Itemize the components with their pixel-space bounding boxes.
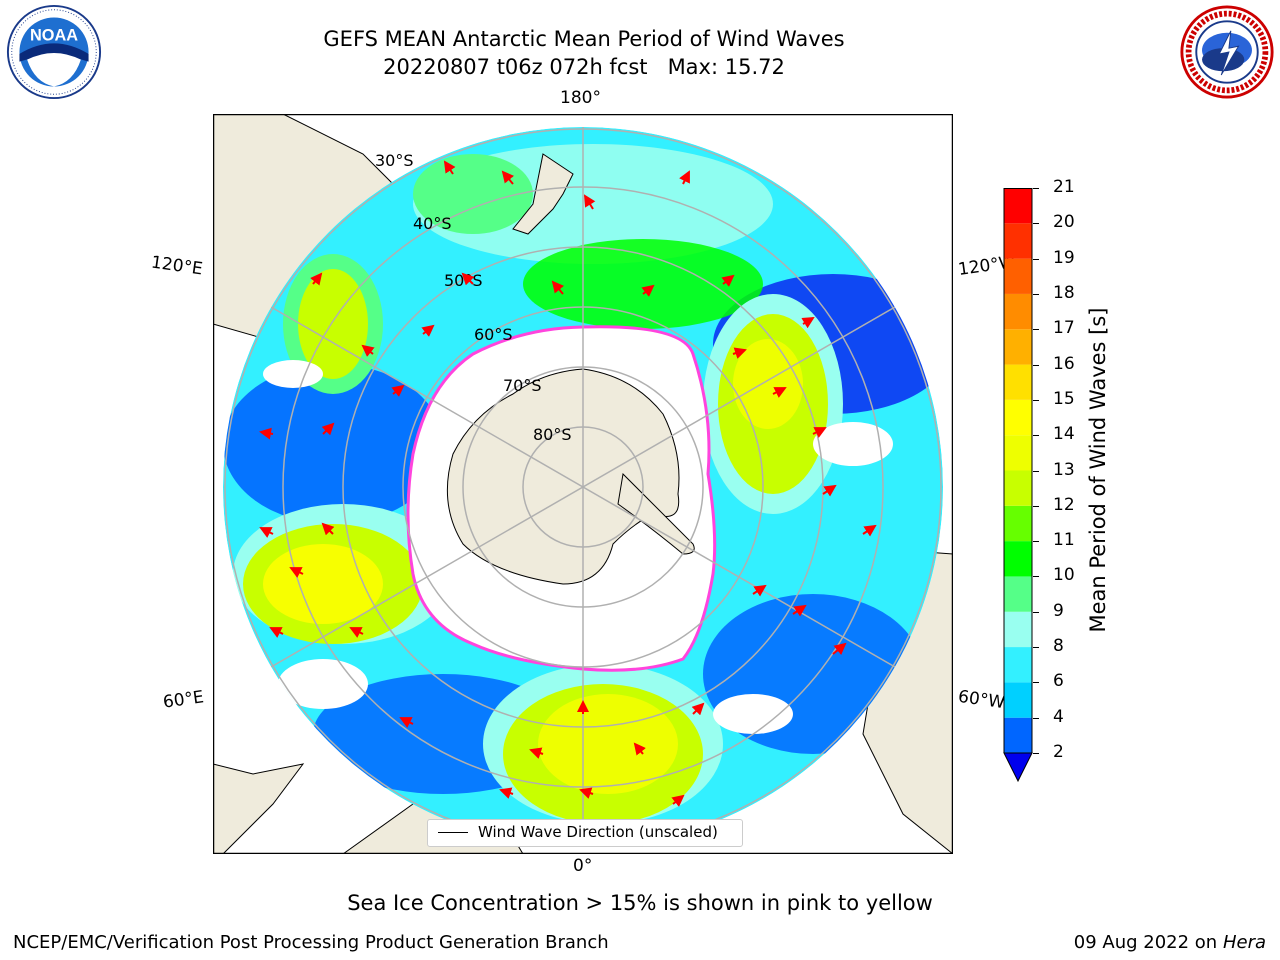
colorbar-tick-mark — [1033, 258, 1039, 260]
colorbar-tick-mark — [1033, 576, 1039, 578]
colorbar-segment — [1004, 505, 1032, 542]
footer-host: Hera — [1222, 932, 1266, 953]
antarctic-peninsula-land — [617, 472, 695, 555]
colorbar-segment — [1004, 399, 1032, 436]
noaa-logo-text: NOAA — [30, 26, 78, 44]
noaa-logo: NOAA — [6, 4, 102, 100]
footer-credit: NCEP/EMC/Verification Post Processing Pr… — [13, 932, 609, 953]
colorbar-tick-label: 10 — [1053, 565, 1075, 586]
footer-date: 09 Aug 2022 on Hera — [1074, 932, 1266, 953]
colorbar-segment — [1004, 717, 1032, 753]
colorbar-segment — [1004, 470, 1032, 506]
colorbar-tick-label: 12 — [1053, 494, 1075, 515]
colorbar-segment — [1004, 329, 1032, 365]
colorbar-tick-mark — [1033, 470, 1039, 472]
africa-land — [213, 763, 305, 854]
colorbar-tick-label: 8 — [1053, 636, 1064, 657]
colorbar-border — [1003, 188, 1033, 753]
lon-label-120e: 120°E — [149, 252, 204, 280]
lat-label-80s: 80°S — [533, 425, 572, 444]
chart-subtitle: 20220807 t06z 072h fcst Max: 15.72 — [383, 55, 785, 79]
colorbar-segment — [1004, 364, 1032, 400]
colorbar-tick-mark — [1033, 399, 1039, 401]
lat-label-30s: 30°S — [375, 151, 414, 170]
lon-label-60e: 60°E — [161, 687, 206, 713]
colorbar-tick-mark — [1033, 682, 1039, 684]
colorbar-tick-mark — [1033, 293, 1039, 295]
colorbar-tick-label: 6 — [1053, 671, 1064, 692]
colorbar-tick-mark — [1033, 364, 1039, 366]
lat-label-70s: 70°S — [503, 376, 542, 395]
colorbar-tick-label: 17 — [1053, 318, 1075, 339]
map-legend: Wind Wave Direction (unscaled) — [427, 819, 743, 847]
colorbar-tick-label: 14 — [1053, 424, 1075, 445]
colorbar-tick-mark — [1033, 647, 1039, 649]
colorbar-tick-label: 19 — [1053, 247, 1075, 268]
colorbar-tick-label: 20 — [1053, 212, 1075, 233]
colorbar-segment — [1004, 188, 1032, 224]
chart-title: GEFS MEAN Antarctic Mean Period of Wind … — [323, 27, 845, 51]
colorbar-segment — [1004, 258, 1032, 294]
map-panel: 30°S 40°S 50°S 60°S 70°S 80°S — [213, 114, 953, 854]
map-canvas: 30°S 40°S 50°S 60°S 70°S 80°S — [213, 114, 953, 854]
nws-logo — [1180, 5, 1274, 99]
colorbar-segment — [1004, 647, 1032, 683]
graticule — [224, 127, 942, 847]
colorbar-tick-mark — [1033, 188, 1039, 189]
colorbar-segment — [1004, 223, 1032, 259]
colorbar-tick-label: 21 — [1053, 177, 1075, 197]
new-zealand-land — [512, 153, 574, 235]
colorbar-tick-label: 15 — [1053, 388, 1075, 409]
footer-date-text: 09 Aug 2022 on — [1073, 932, 1218, 953]
colorbar-segment — [1004, 682, 1032, 718]
wind-wave-arrows — [259, 160, 877, 807]
colorbar-tick-label: 13 — [1053, 459, 1075, 480]
colorbar-extend-arrow — [1003, 752, 1033, 783]
colorbar-tick-label: 11 — [1053, 530, 1075, 551]
colorbar-tick-label: 18 — [1053, 282, 1075, 303]
colorbar-label: Mean Period of Wind Waves [s] — [1086, 307, 1110, 633]
colorbar — [1003, 188, 1033, 783]
colorbar-segment — [1004, 435, 1032, 471]
colorbar-tick-mark — [1033, 435, 1039, 437]
colorbar-tick-mark — [1033, 505, 1039, 507]
colorbar-segment — [1004, 611, 1032, 648]
colorbar-tick-label: 16 — [1053, 353, 1075, 374]
lat-label-40s: 40°S — [413, 214, 452, 233]
lon-label-180: 180° — [560, 88, 601, 108]
colorbar-segment — [1004, 576, 1032, 612]
caption: Sea Ice Concentration > 15% is shown in … — [347, 891, 933, 915]
colorbar-segment — [1004, 541, 1032, 577]
legend-label: Wind Wave Direction (unscaled) — [478, 823, 718, 841]
colorbar-tick-mark — [1033, 753, 1039, 754]
lon-label-60w: 60°W — [956, 686, 1007, 714]
lon-label-0: 0° — [573, 856, 593, 876]
colorbar-tick-label: 4 — [1053, 706, 1064, 727]
colorbar-segment — [1004, 293, 1032, 330]
colorbar-tick-mark — [1033, 329, 1039, 331]
colorbar-tick-mark — [1033, 611, 1039, 613]
legend-line-swatch — [438, 832, 468, 833]
colorbar-tick-mark — [1033, 223, 1039, 225]
colorbar-tick-label: 9 — [1053, 600, 1064, 621]
colorbar-tick-label: 2 — [1053, 742, 1064, 762]
lat-label-60s: 60°S — [474, 325, 513, 344]
colorbar-tick-mark — [1033, 717, 1039, 719]
colorbar-tick-mark — [1033, 541, 1039, 543]
